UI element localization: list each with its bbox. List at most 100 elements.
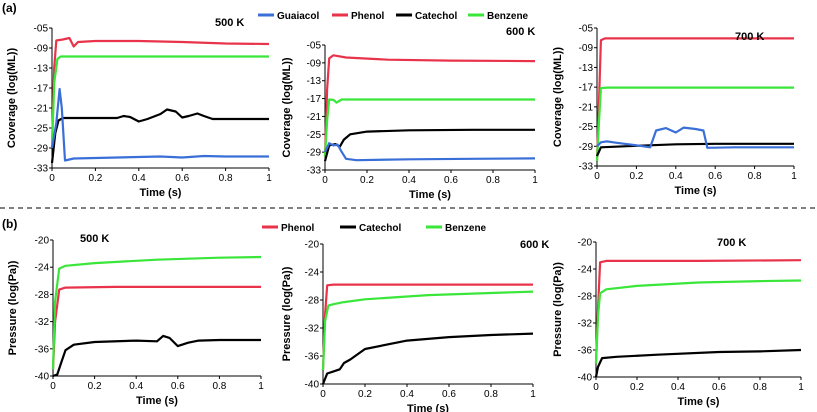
y-tick-label: -17 [307,94,322,105]
legend-label: Benzene [487,11,529,22]
y-tick-label: -17 [34,84,49,95]
y-tick-label: -29 [579,142,594,153]
series-line-catechol [595,142,794,157]
x-tick-label: 0.4 [400,389,414,400]
x-axis-title: Time (s) [675,185,717,197]
y-axis-title: Coverage (log(ML)) [6,48,18,149]
series-line-guaiacol [50,87,269,162]
x-tick-label: 0.6 [175,173,189,184]
y-tick-label: -32 [578,319,593,330]
y-tick-label: -13 [34,64,49,75]
temperature-label: 600 K [520,239,549,251]
y-tick-label: -25 [307,130,322,141]
y-tick-label: -40 [305,380,320,391]
y-tick-label: -09 [579,43,594,54]
series-line-catechol [594,348,802,378]
x-tick-label: 0 [594,171,600,182]
y-tick-label: -24 [35,263,50,274]
x-axis-title: Time (s) [136,395,178,407]
y-tick-label: -33 [307,166,322,177]
legend-b: Phenol Catechol Benzene [262,223,487,234]
series-line-catechol [323,128,535,162]
y-tick-label: -36 [35,344,50,355]
y-tick-label: -29 [307,148,322,159]
legend-label: Catechol [359,223,401,234]
legend-a: Guaiacol Phenol Catechol Benzene [258,11,529,22]
x-axis-title: Time (s) [407,403,449,412]
legend-a-item: Benzene [468,11,529,22]
x-axis-title: Time (s) [409,189,451,201]
x-tick-label: 0 [50,381,56,392]
y-axis-title: Coverage (log(ML)) [552,47,564,148]
y-tick-label: -20 [35,236,50,247]
temperature-label: 600 K [506,26,535,38]
x-tick-label: 1 [266,173,272,184]
chart-5: -20 -24 -28 -32 -36 -400 0.2 0.4 0.6 0.8 1 Time (s)… [281,239,549,412]
y-tick-label: -05 [579,24,594,35]
x-tick-label: 0.2 [630,382,644,393]
chart-3: -05 -09 -13 -17 -21 -25 -29 -330 0.2 0.4 0.6 0.8 1 Ti… [552,24,797,198]
x-tick-label: 0.6 [171,381,185,392]
y-tick-label: -09 [307,58,322,69]
legend-label: Phenol [281,223,315,234]
y-tick-label: -13 [579,63,594,74]
series-line-catechol [321,332,534,385]
y-tick-label: -05 [34,24,49,35]
x-tick-label: 0.2 [358,389,372,400]
y-tick-label: -40 [35,372,50,383]
y-axis-title: Pressure (log(Pa)) [552,262,564,357]
x-tick-label: 0.2 [629,171,643,182]
y-tick-label: -24 [578,265,593,276]
series-line-benzene [323,98,535,157]
y-tick-label: -25 [34,124,49,135]
y-tick-label: -20 [305,240,320,251]
series-line-benzene [595,86,794,162]
chart-6: -20 -24 -28 -32 -36 -400 0.2 0.4 0.6 0.8 1 Time (s)… [552,237,804,408]
legend-label: Catechol [415,11,457,22]
legend-a-item: Phenol [332,11,385,22]
panel-label-b: (b) [2,217,17,231]
y-tick-label: -32 [35,317,50,328]
y-axis-title: Coverage (log(ML)) [281,57,293,158]
y-tick-label: -33 [579,162,594,173]
y-tick-label: -13 [307,76,322,87]
series-line-phenol [51,285,261,370]
legend-a-item: Catechol [396,11,457,22]
x-tick-label: 0.4 [132,173,146,184]
series-line-phenol [594,259,802,364]
x-tick-label: 0.6 [442,389,456,400]
y-tick-label: -21 [307,112,322,123]
x-tick-label: 0.6 [712,382,726,393]
series-line-guaiacol [324,142,536,162]
series-line-phenol [595,37,794,162]
y-tick-label: -28 [578,292,593,303]
series-line-benzene [51,255,262,370]
legend-b-item: Phenol [262,223,315,234]
temperature-label: 700 K [735,31,764,43]
y-tick-label: -21 [34,104,49,115]
legend-label: Phenol [351,11,385,22]
series-line-benzene [594,279,802,364]
y-tick-label: -28 [35,290,50,301]
series-line-catechol [50,108,269,164]
series-line-phenol [323,54,536,157]
y-tick-label: -32 [305,324,320,335]
y-tick-label: -25 [579,122,594,133]
series-line-phenol [50,36,270,149]
chart-4: -20 -24 -28 -32 -36 -400 0.2 0.4 0.6 0.8 1 Time (s)… [7,233,264,407]
y-axis-title: Pressure (log(Pa)) [7,260,19,355]
y-tick-label: -17 [579,83,594,94]
y-tick-label: -28 [305,296,320,307]
x-tick-label: 0.8 [753,382,767,393]
x-tick-label: 1 [532,175,538,186]
x-tick-label: 1 [530,389,536,400]
legend-b-item: Benzene [426,223,487,234]
x-tick-label: 0.2 [360,175,374,186]
x-tick-label: 0.8 [748,171,762,182]
temperature-label: 500 K [80,233,109,245]
y-tick-label: -20 [578,238,593,249]
y-tick-label: -24 [305,268,320,279]
x-tick-label: 0.8 [484,389,498,400]
legend-label: Guaiacol [277,11,319,22]
